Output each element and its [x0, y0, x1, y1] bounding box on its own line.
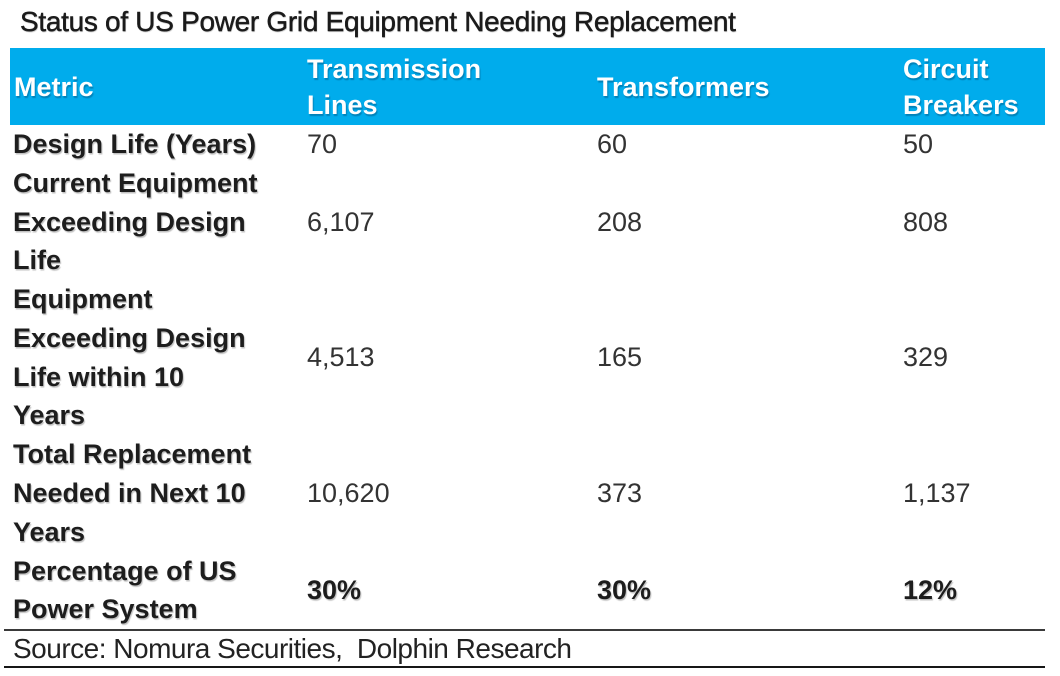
- metric-cell: Total Replacement Needed in Next 10 Year…: [13, 439, 252, 547]
- value-cell: 373: [597, 477, 643, 508]
- table-row-total-replacement: Total Replacement Needed in Next 10 Year…: [10, 435, 1045, 551]
- header-row: Metric Transmission Lines Transformers C…: [10, 48, 1045, 125]
- table-row-exceeding-within-10: Equipment Exceeding Design Life within 1…: [10, 280, 1045, 435]
- value-cell: 30%: [597, 574, 652, 605]
- metric-cell: Equipment Exceeding Design Life within 1…: [13, 284, 246, 431]
- metric-cell: Design Life (Years): [13, 129, 257, 160]
- metric-cell: Current Equipment Exceeding Design Life: [13, 168, 258, 276]
- page-title: Status of US Power Grid Equipment Needin…: [20, 6, 736, 37]
- value-cell: 1,137: [903, 477, 971, 508]
- column-header-transmission-lines: Transmission Lines: [303, 48, 593, 125]
- value-cell: 12%: [903, 574, 958, 605]
- table-row-design-life: Design Life (Years) 70 60 50: [10, 125, 1045, 164]
- value-cell: 808: [903, 206, 949, 237]
- source-note: Source: Nomura Securities, Dolphin Resea…: [4, 629, 1045, 668]
- value-cell: 60: [597, 129, 628, 160]
- value-cell: 329: [903, 342, 949, 373]
- metric-cell: Percentage of US Power System: [13, 555, 237, 625]
- column-header-circuit-breakers: Circuit Breakers: [899, 48, 1045, 125]
- table-row-current-exceeding: Current Equipment Exceeding Design Life …: [10, 164, 1045, 280]
- value-cell: 70: [307, 129, 338, 160]
- column-header-transformers: Transformers: [593, 48, 899, 125]
- value-cell: 208: [597, 206, 643, 237]
- value-cell: 4,513: [307, 342, 375, 373]
- value-cell: 6,107: [307, 206, 375, 237]
- data-table: Metric Transmission Lines Transformers C…: [10, 48, 1045, 629]
- value-cell: 165: [597, 342, 643, 373]
- table-row-percentage: Percentage of US Power System 30% 30% 12…: [10, 551, 1045, 629]
- column-header-metric: Metric: [10, 48, 303, 125]
- data-table-container: Metric Transmission Lines Transformers C…: [10, 48, 1045, 629]
- value-cell: 10,620: [307, 477, 390, 508]
- value-cell: 30%: [307, 574, 362, 605]
- value-cell: 50: [903, 129, 934, 160]
